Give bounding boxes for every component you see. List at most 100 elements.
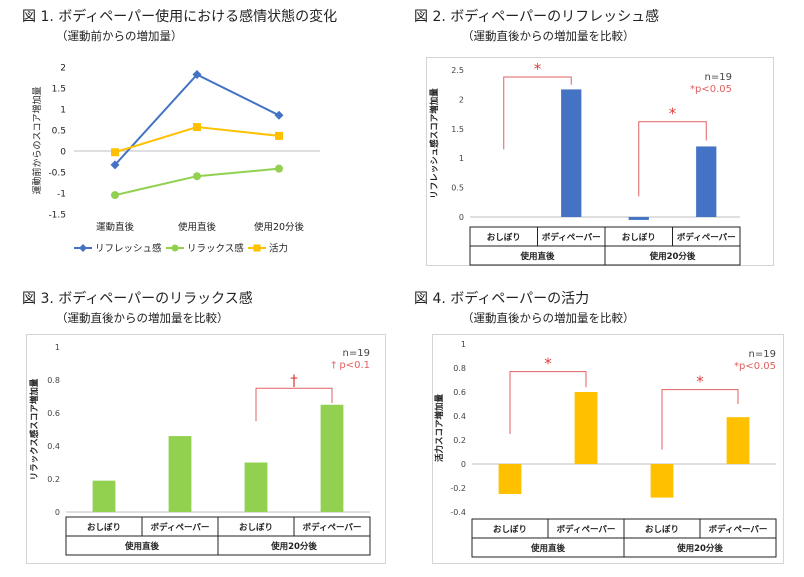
chart3-bar (320, 404, 344, 512)
chart4-ytick-label: 1 (461, 340, 466, 349)
chart3-significance-mark: † (290, 371, 298, 389)
figure1-subtitle: （運動前からの増加量） (56, 29, 183, 43)
chart3-category-label: おしぼり (87, 522, 121, 533)
chart1-ytick-label: -0.5 (48, 169, 66, 179)
chart2-ytick-label: 2.5 (451, 66, 464, 75)
chart3-group-label: 使用20分後 (270, 541, 317, 552)
chart1-ytick-label: 1.5 (52, 85, 66, 95)
chart4-ytick-label: 0.2 (453, 436, 466, 445)
chart1-data-point (275, 164, 283, 173)
chart4-note-significance: *p<0.05 (734, 361, 776, 372)
chart3-bar (244, 462, 268, 512)
chart4-note-n: n=19 (749, 349, 776, 360)
chart1-xtick-label: 使用直後 (178, 221, 217, 233)
chart4-group-label: 使用20分後 (676, 543, 723, 554)
chart2-ytick-label: 2 (459, 95, 464, 104)
chart4-significance-bracket (509, 371, 587, 434)
figure2-subtitle: （運動直後からの増加量を比較） (462, 29, 635, 43)
chart1-ytick-label: 2 (60, 64, 66, 74)
chart4-ytick-label: -0.4 (450, 508, 466, 517)
chart1-legend-marker (171, 244, 179, 252)
chart4-bar (574, 392, 598, 464)
chart3-bar (168, 436, 192, 512)
chart3-category-label: おしぼり (239, 522, 273, 533)
chart4-significance-mark: * (544, 355, 552, 373)
chart2-ytick-label: 0 (459, 213, 464, 222)
chart1-data-point (110, 160, 120, 170)
chart4-significance-bracket (661, 389, 739, 450)
chart3-ytick-label: 0 (55, 508, 60, 517)
chart2-category-label: ボディペーパー (677, 232, 736, 243)
chart1-legend-label: 活力 (269, 243, 288, 255)
chart3-bar (92, 480, 116, 512)
chart1-ytick-label: 0 (60, 148, 66, 158)
chart2-ytick-label: 0.5 (451, 184, 464, 193)
chart2-ylabel: リフレッシュ感スコア増加量 (429, 88, 440, 199)
chart2-bar (628, 217, 649, 220)
chart3-category-label: ボディペーパー (303, 522, 362, 533)
chart1-legend-marker (253, 244, 261, 252)
chart1-ytick-label: -1.5 (48, 211, 66, 221)
chart4-bar (726, 417, 750, 464)
chart1-data-point (193, 172, 201, 181)
chart1-legend-label: リフレッシュ感 (95, 243, 162, 255)
chart3-ytick-label: 0.2 (47, 475, 60, 484)
chart1-ytick-label: -1 (57, 190, 66, 200)
chart2-significance-mark: * (669, 105, 677, 123)
chart1-data-point (274, 110, 284, 120)
chart2-category-label: ボディペーパー (542, 232, 601, 243)
chart1-data-point (192, 70, 202, 80)
chart3-significance-bracket (255, 387, 333, 422)
figure2-title: 図 2. ボディペーパーのリフレッシュ感 (414, 9, 660, 25)
figure3-title: 図 3. ボディペーパーのリラックス感 (22, 291, 253, 307)
chart2-significance-mark: * (534, 60, 542, 78)
chart2-ytick-label: 1.5 (451, 125, 464, 134)
chart4-frame (432, 334, 784, 564)
chart1-data-point (193, 123, 201, 132)
chart4-bar (650, 464, 674, 498)
chart3-ylabel: リラックス感スコア増加量 (29, 378, 40, 480)
chart1-ytick-label: 1 (60, 106, 66, 116)
chart3-category-label: ボディペーパー (151, 522, 210, 533)
chart2-note-significance: *p<0.05 (690, 84, 732, 95)
chart4-ytick-label: -0.2 (450, 484, 466, 493)
chart3-note-significance: † p<0.1 (331, 360, 370, 371)
chart1-legend-marker (79, 244, 87, 252)
chart4-ytick-label: 0.6 (453, 388, 466, 397)
chart3-ytick-label: 1 (55, 343, 60, 352)
chart4-ytick-label: 0.8 (453, 364, 466, 373)
figure3-subtitle: （運動直後からの増加量を比較） (56, 311, 229, 325)
chart2-ytick-label: 1 (459, 154, 464, 163)
chart1-data-point (111, 148, 119, 157)
chart2-category-label: おしぼり (622, 232, 656, 243)
chart4-ytick-label: 0.4 (453, 412, 466, 421)
chart4-category-label: ボディペーパー (709, 524, 768, 535)
chart1-xtick-label: 運動直後 (96, 221, 135, 233)
chart2-significance-bracket (638, 121, 707, 197)
chart1-legend-label: リラックス感 (187, 243, 244, 255)
figure1-title: 図 1. ボディペーパー使用における感情状態の変化 (22, 9, 338, 25)
chart4-category-label: おしぼり (645, 524, 679, 535)
chart4-ytick-label: 0 (461, 460, 466, 469)
chart1-ytick-label: 0.5 (52, 127, 66, 137)
chart3-ytick-label: 0.4 (47, 442, 60, 451)
chart2-bar (696, 146, 717, 217)
chart2-significance-bracket (503, 76, 572, 150)
chart2-group-label: 使用直後 (519, 251, 555, 262)
chart3-group-label: 使用直後 (124, 541, 160, 552)
chart4-category-label: ボディペーパー (557, 524, 616, 535)
chart3-ytick-label: 0.8 (47, 376, 60, 385)
chart1-data-point (275, 131, 283, 140)
chart2-category-label: おしぼり (487, 232, 521, 243)
chart4-bar (498, 464, 522, 494)
chart4-ylabel: 活力スコア増加量 (434, 394, 445, 463)
chart3-note-n: n=19 (343, 348, 370, 359)
chart4-group-label: 使用直後 (530, 543, 566, 554)
chart4-category-label: おしぼり (493, 524, 527, 535)
chart2-bar (561, 89, 582, 217)
chart1-ylabel: 運動前からのスコア増加量 (31, 86, 43, 194)
chart4-significance-mark: * (696, 373, 704, 391)
chart3-ytick-label: 0.6 (47, 409, 60, 418)
figure4-subtitle: （運動直後からの増加量を比較） (462, 311, 635, 325)
